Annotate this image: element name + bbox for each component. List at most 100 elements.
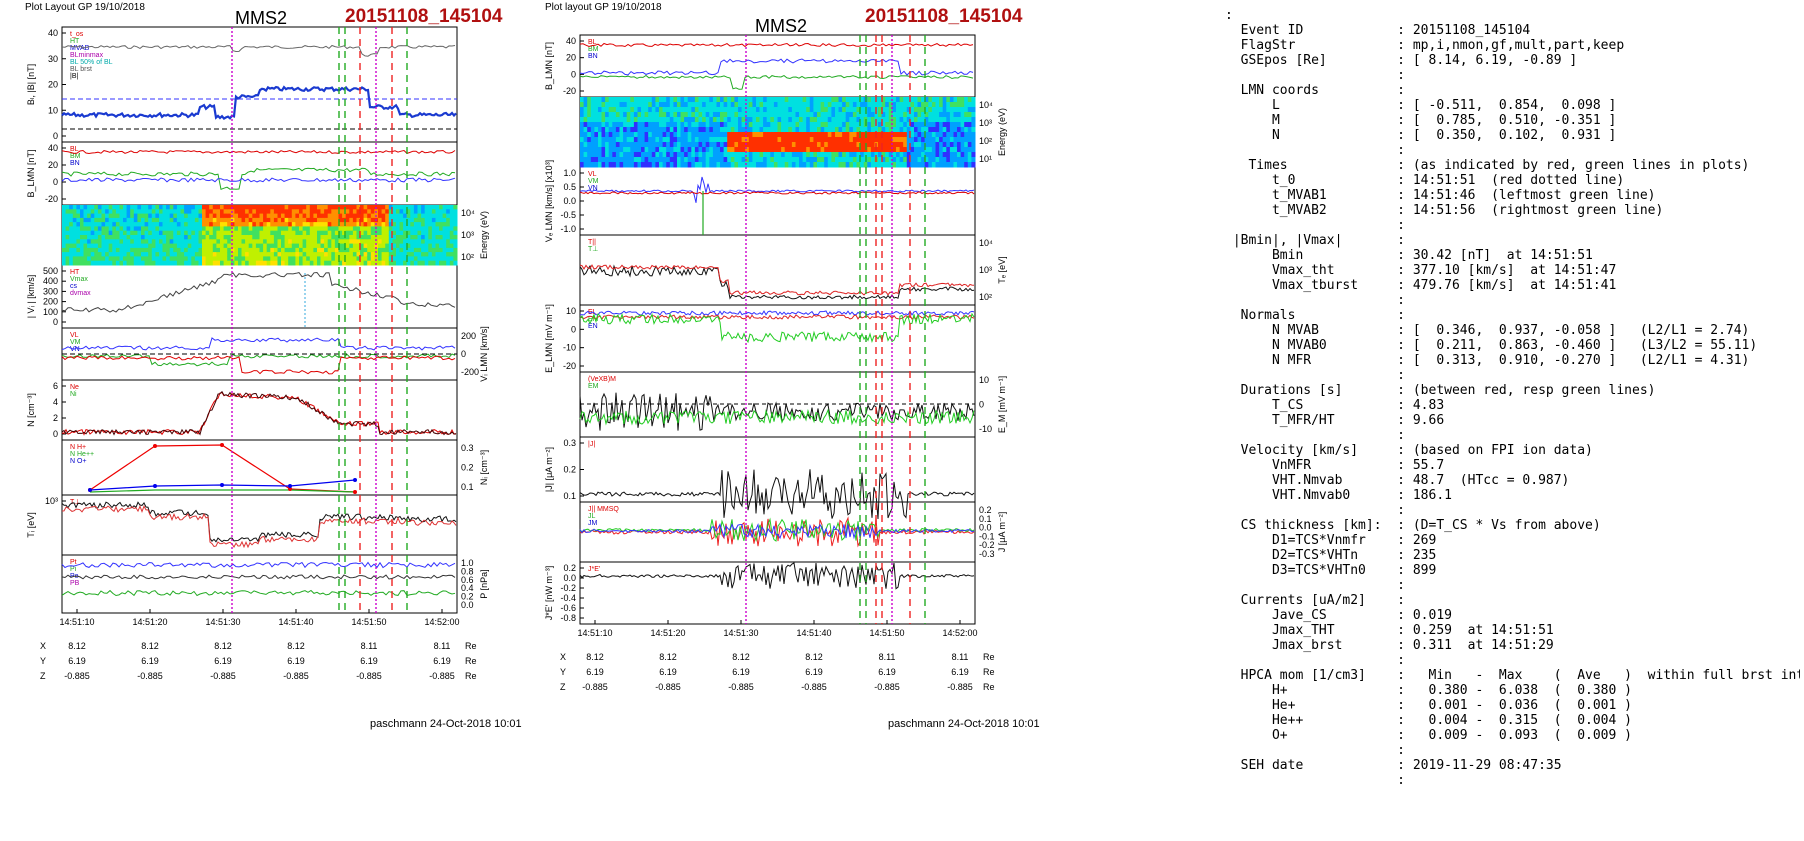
electron-spectrogram-cell bbox=[605, 137, 610, 143]
electron-spectrogram-cell bbox=[899, 107, 904, 113]
legend-entry: MVAB bbox=[70, 45, 90, 52]
ion-spectrogram-cell bbox=[97, 235, 102, 240]
electron-spectrogram-cell bbox=[931, 102, 936, 108]
electron-spectrogram-cell bbox=[720, 132, 725, 138]
ion-spectrogram-cell bbox=[281, 235, 286, 240]
ion-spectrogram-cell bbox=[148, 217, 153, 223]
electron-spectrogram-cell bbox=[580, 97, 585, 103]
electron-spectrogram-cell bbox=[835, 107, 840, 113]
ion-spectrogram-cell bbox=[320, 256, 325, 262]
electron-spectrogram-cell bbox=[802, 97, 807, 103]
ion-spectrogram-cell bbox=[349, 213, 354, 219]
ion-spectrogram-cell bbox=[403, 256, 408, 262]
electron-spectrogram-cell bbox=[888, 117, 893, 123]
ion-spectrogram-cell bbox=[198, 205, 203, 210]
electron-spectrogram-cell bbox=[942, 132, 947, 138]
ion-spectrogram-cell bbox=[302, 230, 307, 236]
electron-spectrogram-cell bbox=[612, 107, 617, 113]
ion-spectrogram-cell bbox=[80, 209, 85, 215]
electron-spectrogram-cell bbox=[623, 147, 628, 153]
pi-trace bbox=[61, 589, 456, 597]
electron-spectrogram-cell bbox=[838, 112, 843, 118]
ion-spectrogram-cell bbox=[252, 243, 257, 249]
ion-spectrogram-cell bbox=[176, 256, 181, 262]
electron-spectrogram-cell bbox=[608, 112, 613, 118]
ion-spectrogram-cell bbox=[76, 230, 81, 236]
ion-spectrogram-cell bbox=[266, 247, 271, 253]
electron-spectrogram-cell bbox=[888, 107, 893, 113]
vm-trace bbox=[61, 353, 456, 367]
electron-spectrogram-cell bbox=[917, 117, 922, 123]
ion-spectrogram-cell bbox=[439, 256, 444, 262]
electron-spectrogram-cell bbox=[766, 137, 771, 143]
electron-spectrogram-cell bbox=[813, 97, 818, 103]
electron-spectrogram-cell bbox=[910, 142, 915, 148]
electron-spectrogram-cell bbox=[964, 137, 969, 143]
ion-spectrogram-cell bbox=[212, 217, 217, 223]
electron-spectrogram-cell bbox=[709, 122, 714, 128]
electron-spectrogram-cell bbox=[605, 127, 610, 133]
ion-spectrogram-cell bbox=[385, 205, 390, 210]
ion-spectrogram-cell bbox=[202, 260, 207, 266]
electron-spectrogram-cell bbox=[644, 162, 649, 168]
ion-spectrogram-cell bbox=[381, 217, 386, 223]
ion-spectrogram-cell bbox=[105, 243, 110, 249]
electron-spectrogram-cell bbox=[648, 102, 653, 108]
electron-spectrogram-cell bbox=[824, 162, 829, 168]
electron-spectrogram-cell bbox=[788, 97, 793, 103]
right-tick-label: 0 bbox=[461, 349, 466, 359]
ion-spectrogram-cell bbox=[169, 247, 174, 253]
electron-spectrogram-cell bbox=[615, 127, 620, 133]
electron-spectrogram-cell bbox=[612, 112, 617, 118]
ion-spectrogram-cell bbox=[288, 247, 293, 253]
electron-spectrogram-cell bbox=[580, 147, 585, 153]
ion-spectrogram-cell bbox=[284, 213, 289, 219]
electron-spectrogram-cell bbox=[752, 117, 757, 123]
ion-spectrogram-cell bbox=[446, 217, 451, 223]
ion-spectrogram-cell bbox=[212, 213, 217, 219]
electron-spectrogram-cell bbox=[788, 147, 793, 153]
electron-spectrogram-cell bbox=[860, 102, 865, 108]
electron-spectrogram-cell bbox=[730, 117, 735, 123]
electron-spectrogram-cell bbox=[878, 137, 883, 143]
legend-entry: T⊥ bbox=[588, 246, 598, 253]
electron-spectrogram-cell bbox=[867, 117, 872, 123]
electron-spectrogram-cell bbox=[885, 112, 890, 118]
ion-spectrogram-cell bbox=[439, 239, 444, 245]
ion-spectrogram-cell bbox=[403, 226, 408, 232]
ion-spectrogram-cell bbox=[159, 222, 164, 227]
electron-spectrogram-cell bbox=[691, 142, 696, 148]
electron-spectrogram-cell bbox=[888, 102, 893, 108]
y-axis-label: B_LMN [nT] bbox=[26, 149, 36, 197]
electron-spectrogram-cell bbox=[953, 102, 958, 108]
electron-spectrogram-cell bbox=[931, 112, 936, 118]
electron-spectrogram-cell bbox=[720, 142, 725, 148]
ion-spectrogram-cell bbox=[148, 226, 153, 232]
electron-spectrogram-cell bbox=[935, 107, 940, 113]
electron-spectrogram-cell bbox=[874, 152, 879, 158]
electron-spectrogram-cell bbox=[784, 122, 789, 128]
electron-spectrogram-cell bbox=[817, 107, 822, 113]
electron-spectrogram-cell bbox=[727, 152, 732, 158]
ion-spectrogram-cell bbox=[137, 243, 142, 249]
y-tick-label: 0.2 bbox=[563, 465, 576, 475]
electron-spectrogram-cell bbox=[802, 162, 807, 168]
ion-spectrogram-cell bbox=[299, 256, 304, 262]
electron-spectrogram-cell bbox=[601, 137, 606, 143]
ion-spectrogram-cell bbox=[396, 213, 401, 219]
electron-spectrogram-cell bbox=[856, 127, 861, 133]
ion-spectrogram-cell bbox=[374, 256, 379, 262]
ion-spectrogram-cell bbox=[227, 217, 232, 223]
electron-spectrogram-cell bbox=[583, 132, 588, 138]
ion-spectrogram-cell bbox=[137, 209, 142, 215]
ion-spectrogram-cell bbox=[220, 213, 225, 219]
electron-spectrogram-cell bbox=[852, 137, 857, 143]
electron-spectrogram-cell bbox=[659, 107, 664, 113]
electron-spectrogram-cell bbox=[601, 117, 606, 123]
ion-spectrogram-cell bbox=[126, 252, 131, 257]
ion-spectrogram-cell bbox=[69, 252, 74, 257]
ion-spectrogram-cell bbox=[381, 235, 386, 240]
electron-spectrogram-cell bbox=[705, 112, 710, 118]
electron-spectrogram-cell bbox=[906, 132, 911, 138]
electron-spectrogram-cell bbox=[960, 107, 965, 113]
